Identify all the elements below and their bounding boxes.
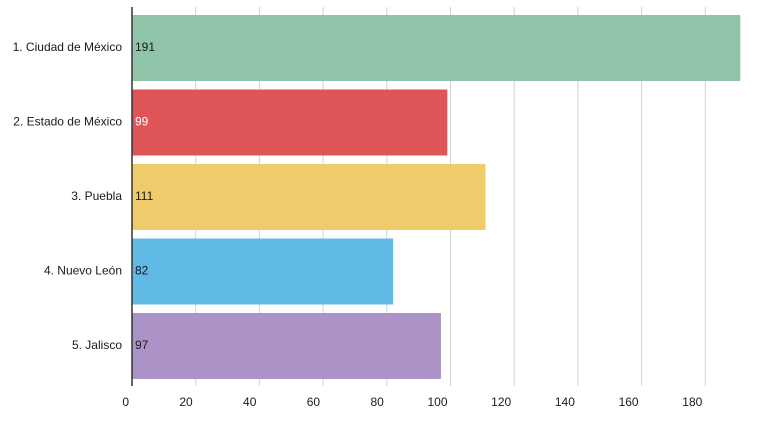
- category-label: 1. Ciudad de México: [13, 40, 123, 54]
- bar: [132, 164, 486, 230]
- tick-label: 140: [555, 395, 575, 409]
- category-label: 4. Nuevo León: [44, 264, 122, 278]
- tick-label: 100: [427, 395, 447, 409]
- value-label: 111: [135, 189, 154, 203]
- tick-label: 60: [307, 395, 321, 409]
- value-label: 191: [135, 40, 155, 54]
- tick-label: 20: [179, 395, 193, 409]
- tick-label: 40: [243, 395, 257, 409]
- category-label: 2. Estado de México: [13, 115, 122, 129]
- value-label: 99: [135, 115, 149, 129]
- value-label: 82: [135, 264, 149, 278]
- value-labels: 191 99 111 82 97: [135, 40, 155, 352]
- tick-label: 160: [619, 395, 639, 409]
- tick-label: 120: [491, 395, 511, 409]
- value-label: 97: [135, 338, 149, 352]
- bar: [132, 89, 448, 156]
- bars: [132, 15, 741, 379]
- tick-label: 80: [370, 395, 384, 409]
- category-label: 3. Puebla: [71, 189, 122, 203]
- bar: [132, 313, 441, 379]
- tick-label: 180: [682, 395, 702, 409]
- category-labels: 1. Ciudad de México 2. Estado de México 3.…: [13, 40, 123, 352]
- bar: [132, 238, 394, 305]
- bar: [132, 15, 741, 81]
- category-label: 5. Jalisco: [72, 338, 122, 352]
- tick-labels: 0 20 40 60 80 100 120 140 160 180: [122, 395, 702, 409]
- tick-label: 0: [122, 395, 129, 409]
